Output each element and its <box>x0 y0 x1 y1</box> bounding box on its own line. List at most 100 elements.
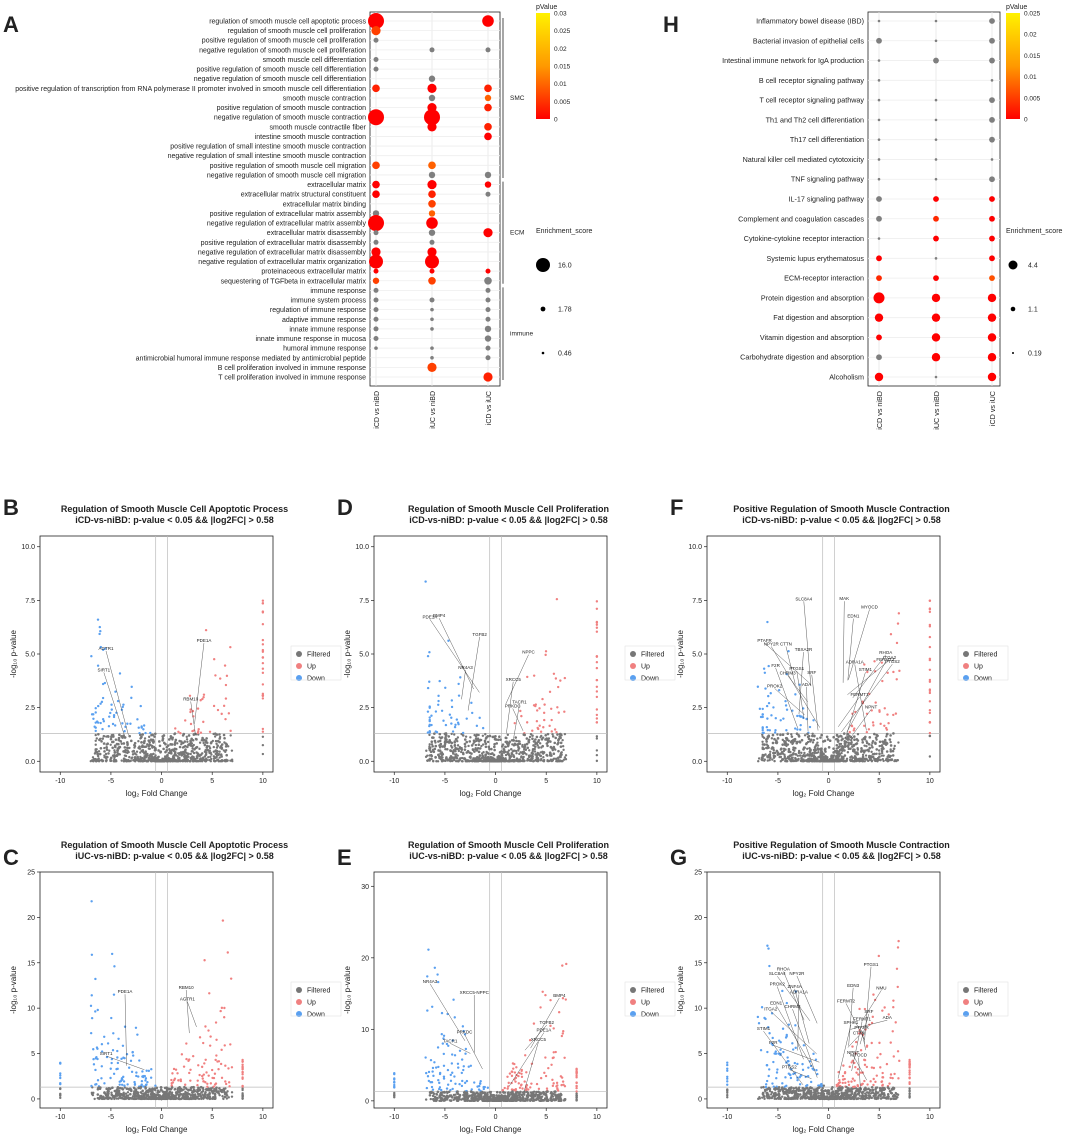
volcano-d-point <box>562 748 565 752</box>
volcano-f-point <box>798 754 802 757</box>
volcano-d-point <box>550 730 553 733</box>
volcano-c-point <box>113 965 116 968</box>
panel-letter-A: A <box>3 12 19 37</box>
volcano-e-point <box>520 1075 524 1079</box>
volcano-f-ytick-label: 5.0 <box>692 652 702 659</box>
volcano-d-point <box>557 749 560 753</box>
volcano-b-point <box>94 758 97 762</box>
panel-a-dot <box>483 228 493 238</box>
volcano-b-point <box>141 756 144 760</box>
volcano-d-xlabel: log₂ Fold Change <box>460 789 522 798</box>
volcano-c-point <box>220 1076 224 1080</box>
volcano-c-point <box>189 1086 193 1090</box>
volcano-e-ytick-label: 20 <box>361 955 369 962</box>
panel-a-colorbar-tick: 0 <box>554 117 558 124</box>
volcano-c-point <box>166 1097 169 1100</box>
volcano-d-point <box>522 755 525 759</box>
volcano-d-xtick-label: -5 <box>442 778 448 785</box>
volcano-d-point <box>557 741 560 745</box>
volcano-d-point <box>534 758 538 762</box>
volcano-d-point <box>517 749 520 752</box>
volcano-b-point <box>201 736 204 740</box>
panel-h-dot <box>990 79 994 82</box>
volcano-d-point <box>547 737 551 740</box>
volcano-d-point <box>558 759 562 762</box>
volcano-f-point <box>824 758 827 761</box>
volcano-d-point <box>595 655 599 658</box>
volcano-f-point <box>765 725 769 729</box>
volcano-b-ytick-label: 7.5 <box>25 598 35 605</box>
volcano-e-point <box>445 1090 448 1094</box>
panel-a-dot <box>372 180 380 189</box>
volcano-f-point <box>784 704 788 707</box>
volcano-f-point <box>893 744 896 748</box>
volcano-c-point <box>92 1063 96 1066</box>
volcano-b-point <box>132 759 136 762</box>
volcano-d-point <box>470 701 473 705</box>
volcano-b-point <box>195 738 198 741</box>
volcano-f-point <box>837 758 841 761</box>
volcano-b-point <box>218 750 221 753</box>
volcano-b-point <box>212 704 216 708</box>
volcano-f-point <box>864 757 868 761</box>
panel-a-dot <box>428 190 436 198</box>
volcano-e-point <box>544 1074 548 1078</box>
volcano-d-point <box>563 732 567 736</box>
volcano-b-point <box>146 743 149 746</box>
volcano-f-point <box>776 751 780 754</box>
volcano-f-point <box>850 758 853 762</box>
volcano-c-point <box>230 1066 234 1069</box>
panel-a-colorbar-tick: 0.005 <box>554 99 571 106</box>
volcano-d-point <box>539 736 542 739</box>
volcano-d-point <box>548 724 551 728</box>
volcano-c-legend-key <box>296 987 302 993</box>
volcano-f-point <box>863 724 866 727</box>
volcano-b-point <box>147 747 151 750</box>
volcano-b-xtick-label: -5 <box>108 778 114 785</box>
volcano-f-point <box>867 728 871 731</box>
volcano-b-point <box>187 734 191 737</box>
volcano-f-point <box>758 707 762 711</box>
volcano-b-point <box>109 743 112 746</box>
volcano-d-point <box>530 758 533 761</box>
volcano-c-point <box>146 1090 149 1094</box>
volcano-e-point <box>537 1087 541 1091</box>
volcano-d-point <box>548 754 552 757</box>
volcano-d-point <box>486 758 489 762</box>
volcano-d-point <box>426 731 430 734</box>
volcano-d-point <box>559 679 562 682</box>
volcano-d-point <box>469 736 472 739</box>
volcano-b-point <box>261 622 265 626</box>
panel-h-term-label: ECM-receptor interaction <box>784 274 864 283</box>
volcano-f-point <box>769 692 772 695</box>
panel-h-dot <box>989 37 995 44</box>
volcano-f-point <box>816 737 819 740</box>
volcano-d-point <box>431 760 435 763</box>
volcano-c-point <box>241 1097 244 1100</box>
volcano-d-point <box>550 707 553 710</box>
volcano-e-point <box>482 1087 486 1091</box>
volcano-b-point <box>179 732 182 735</box>
volcano-b-point <box>157 749 160 752</box>
panel-h: Inflammatory bowel disease (IBD)Bacteria… <box>722 11 1001 430</box>
volcano-c-point <box>122 1080 126 1083</box>
volcano-b-point <box>124 754 128 758</box>
volcano-b-point <box>224 697 228 700</box>
volcano-e-point <box>454 1082 457 1085</box>
volcano-f-point <box>761 743 765 746</box>
volcano-c-point <box>141 1089 144 1093</box>
volcano-c-point <box>98 1096 102 1100</box>
volcano-c-point <box>159 1085 163 1089</box>
volcano-f-xtick-label: -5 <box>775 778 781 785</box>
volcano-c-point <box>241 1071 244 1074</box>
volcano-c-point <box>140 1079 144 1083</box>
volcano-d-point <box>444 686 447 689</box>
volcano-e-point <box>511 1062 515 1065</box>
volcano-f-point <box>865 730 869 734</box>
volcano-b-point <box>116 699 120 703</box>
volcano-d-point <box>550 718 553 722</box>
volcano-d-point <box>538 742 542 745</box>
volcano-b-point <box>154 758 158 762</box>
volcano-f-point <box>893 759 896 763</box>
volcano-f-point <box>889 740 892 744</box>
